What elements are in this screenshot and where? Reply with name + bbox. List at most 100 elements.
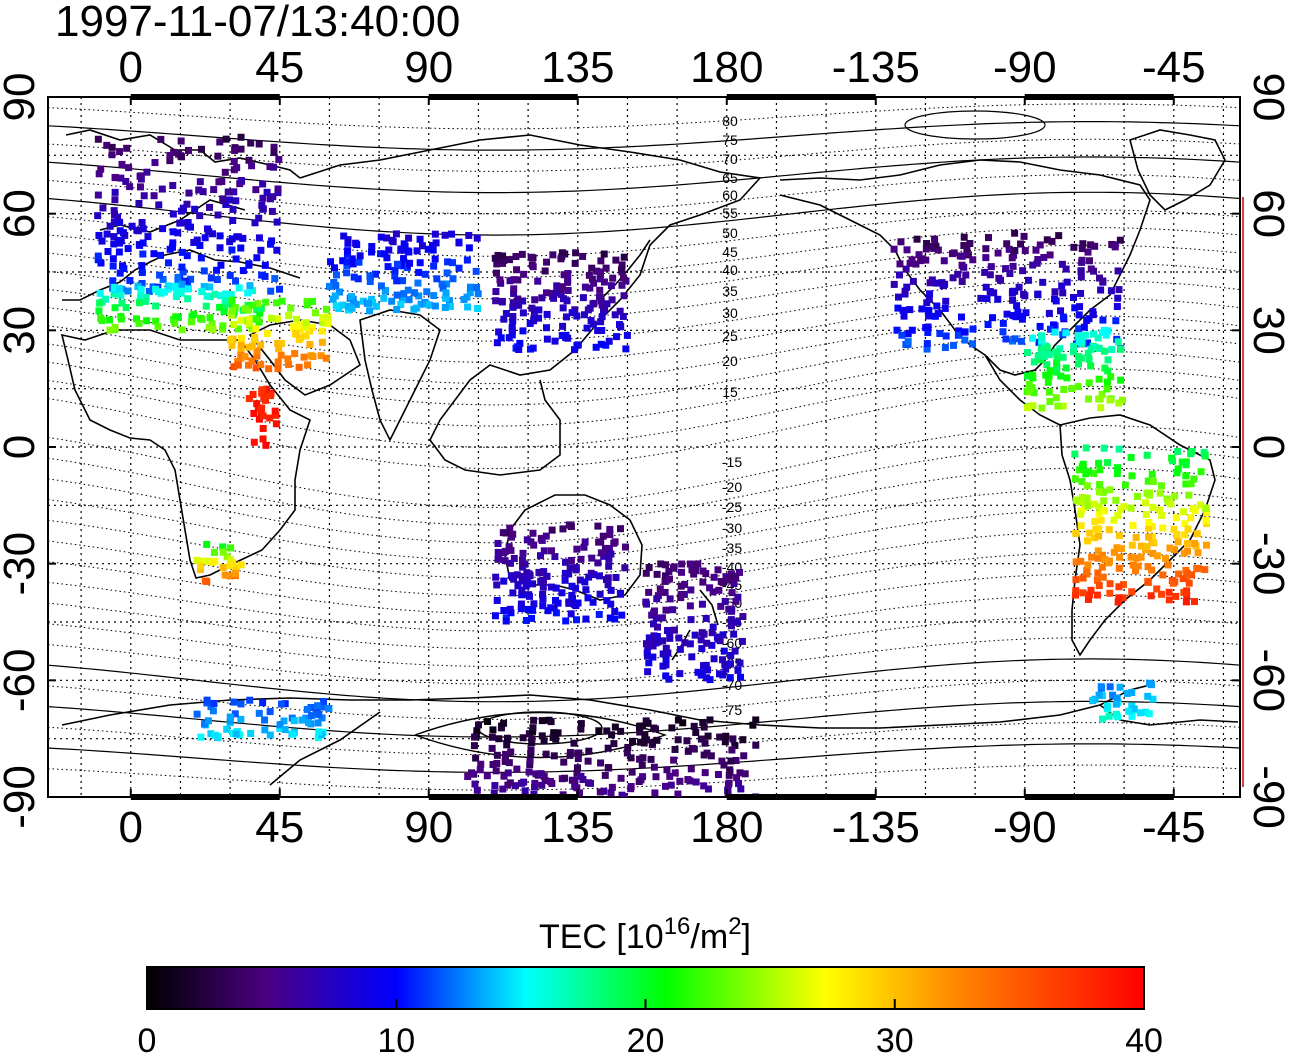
tec-cell: [1112, 317, 1120, 325]
tec-cell: [611, 311, 619, 319]
tec-cell: [958, 277, 966, 285]
tec-cell: [230, 158, 238, 166]
tec-cell: [608, 731, 616, 739]
tec-cell: [94, 135, 102, 143]
tec-cell: [206, 203, 214, 211]
tec-cell: [642, 717, 650, 725]
tec-cell: [111, 210, 119, 218]
tec-cell: [1110, 516, 1118, 524]
tec-cell: [1145, 489, 1153, 497]
tec-cell: [1046, 325, 1054, 333]
tec-cell: [577, 555, 585, 563]
tec-cell: [572, 564, 580, 572]
tec-cell: [651, 789, 659, 797]
tec-cell: [226, 717, 234, 725]
tec-cell: [135, 241, 143, 249]
tec-cell: [677, 594, 685, 602]
tec-cell: [728, 607, 736, 615]
tec-cell: [1159, 571, 1167, 579]
tec-cell: [1106, 580, 1114, 588]
tec-cell: [138, 262, 146, 270]
tec-cell: [538, 732, 546, 740]
tec-cell: [563, 313, 571, 321]
tec-cell: [716, 637, 724, 645]
tec-cell: [638, 761, 646, 769]
tec-cell: [584, 594, 592, 602]
tec-cell: [289, 730, 297, 738]
tec-cell: [1036, 322, 1044, 330]
tec-cell: [314, 719, 322, 727]
tec-cell: [105, 316, 113, 324]
tec-cell: [1113, 470, 1121, 478]
tec-cell: [509, 303, 517, 311]
bottom-lon-label: 90: [404, 803, 453, 852]
tec-cell: [518, 591, 526, 599]
tec-cell: [534, 277, 542, 285]
tec-cell: [455, 238, 463, 246]
tec-cell: [552, 609, 560, 617]
tec-cell: [653, 632, 661, 640]
tec-cell: [587, 317, 595, 325]
tec-cell: [237, 133, 245, 141]
tec-cell: [465, 231, 473, 239]
tec-cell: [122, 304, 130, 312]
tec-cell: [505, 334, 513, 342]
tec-cell: [118, 299, 126, 307]
tec-cell: [573, 769, 581, 777]
colorbar-tick-label: 20: [627, 1022, 665, 1057]
tec-cell: [197, 562, 205, 570]
tec-cell: [1083, 482, 1091, 490]
tec-cell: [1100, 444, 1108, 452]
tec-cell: [484, 717, 492, 725]
tec-cell: [1125, 707, 1133, 715]
tec-cell: [1079, 589, 1087, 597]
coast-asia: [299, 134, 762, 476]
tec-cell: [981, 268, 989, 276]
tec-cell: [553, 282, 561, 290]
tec-cell: [227, 713, 235, 721]
tec-cell: [526, 761, 534, 769]
tec-cell: [1096, 466, 1104, 474]
tec-cell: [414, 279, 422, 287]
tec-cell: [322, 305, 330, 313]
tec-cell: [510, 285, 518, 293]
tec-cell: [178, 153, 186, 161]
tec-cell: [366, 272, 374, 280]
tec-cell: [442, 294, 450, 302]
tec-cell: [616, 307, 624, 315]
tec-cell: [393, 260, 401, 268]
tec-cell: [698, 600, 706, 608]
tec-cell: [541, 776, 549, 784]
tec-cell: [934, 246, 942, 254]
tec-cell: [237, 700, 245, 708]
tec-cell: [519, 563, 527, 571]
tec-cell: [392, 230, 400, 238]
tec-cell: [1074, 360, 1082, 368]
tec-cell: [1068, 385, 1076, 393]
tec-cell: [577, 720, 585, 728]
tec-cell: [650, 609, 658, 617]
coast-india: [359, 309, 441, 442]
tec-cell: [196, 212, 204, 220]
coast-africa: [60, 329, 311, 579]
tec-cell: [509, 589, 517, 597]
tec-cell: [226, 196, 234, 204]
tec-cell: [735, 779, 743, 787]
tec-cell: [573, 784, 581, 792]
tec-cell: [233, 164, 241, 172]
tec-cell: [232, 564, 240, 572]
tec-cell: [118, 160, 126, 168]
tec-cell: [1094, 334, 1102, 342]
tec-cell: [509, 530, 517, 538]
tec-cell: [237, 244, 245, 252]
tec-cell: [1095, 344, 1103, 352]
tec-cell: [592, 343, 600, 351]
tec-cell: [397, 261, 405, 269]
tec-cell: [564, 276, 572, 284]
tec-cell: [492, 288, 500, 296]
tec-cell: [203, 696, 211, 704]
tec-cell: [737, 785, 745, 793]
tec-cell: [466, 289, 474, 297]
tec-cell: [448, 230, 456, 238]
bottom-lon-label: 0: [119, 803, 143, 852]
